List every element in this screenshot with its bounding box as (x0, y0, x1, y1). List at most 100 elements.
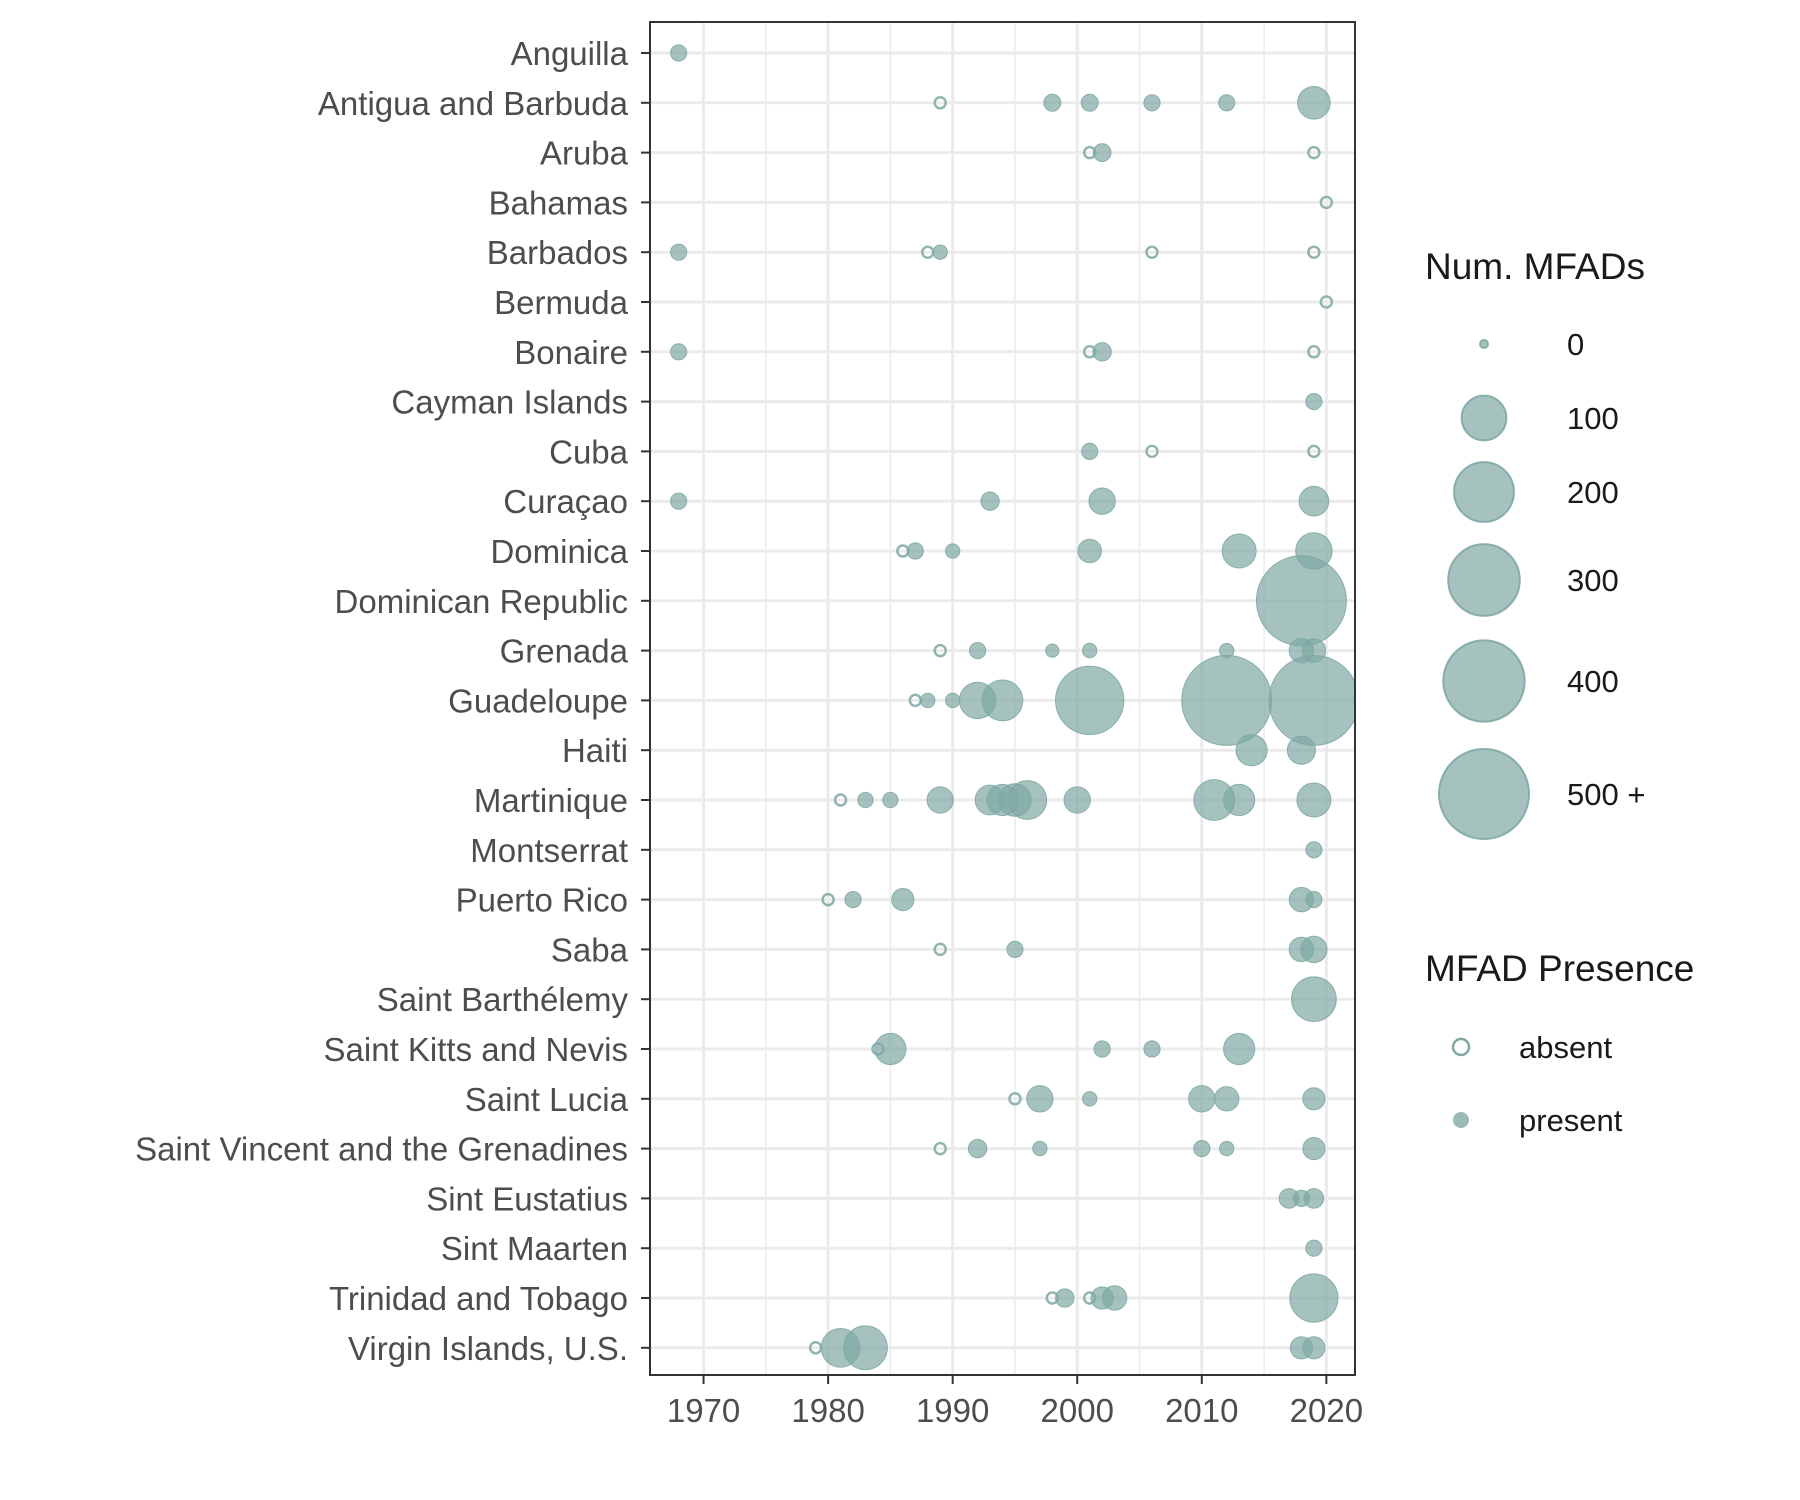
y-tick-label: Dominica (490, 533, 628, 570)
data-point-present (1286, 735, 1316, 765)
size-legend-key (1479, 339, 1489, 349)
data-point-present (1223, 1032, 1256, 1066)
data-point-present (1303, 1188, 1325, 1209)
data-point-present (981, 679, 1024, 722)
data-point-present (1297, 86, 1331, 120)
presence-legend: MFAD Presence absent present (1425, 948, 1694, 1138)
data-point-present (1305, 1239, 1323, 1257)
data-point-present (945, 692, 961, 709)
data-point-present (1188, 1085, 1216, 1113)
data-point-present (882, 791, 899, 809)
data-point-present (1143, 94, 1161, 112)
data-point-present (945, 543, 961, 559)
data-point-present (1305, 393, 1323, 411)
data-point-present (1143, 1040, 1161, 1058)
data-point-present (926, 786, 954, 814)
size-legend: Num. MFADs 0 100 200 300 400 500 + (1425, 246, 1645, 840)
y-tick-label: Puerto Rico (456, 882, 628, 919)
x-tick-label: 2020 (1290, 1392, 1363, 1429)
presence-legend-label: present (1519, 1103, 1623, 1138)
x-tick-label: 1980 (791, 1392, 864, 1429)
data-point-present (967, 1138, 988, 1159)
presence-legend-key-absent (1451, 1037, 1471, 1057)
data-point-present (1289, 1273, 1339, 1323)
data-point-present (1219, 1140, 1235, 1157)
y-tick-label: Dominican Republic (335, 583, 628, 620)
size-legend-label: 500 + (1567, 777, 1645, 812)
data-point-absent (821, 892, 835, 907)
y-tick-label: Trinidad and Tobago (329, 1280, 628, 1317)
y-tick-label: Saba (551, 931, 629, 968)
data-point-present (670, 492, 688, 510)
data-point-present (1055, 1288, 1075, 1308)
y-tick-label: Sint Eustatius (426, 1180, 628, 1217)
data-point-present (1043, 93, 1062, 112)
y-tick-label: Curaçao (503, 483, 628, 520)
data-point-absent (1307, 245, 1321, 259)
data-point-absent (933, 96, 947, 110)
y-tick-label: Bahamas (489, 184, 628, 221)
data-point-present (1077, 538, 1102, 564)
data-point-absent (1307, 345, 1321, 359)
data-point-present (891, 887, 915, 912)
data-point-present (844, 891, 862, 909)
data-point-present (1092, 143, 1112, 162)
data-point-present (1088, 487, 1116, 515)
size-legend-label: 0 (1567, 327, 1584, 362)
plot-border (649, 21, 1356, 1376)
x-tick-label: 2010 (1165, 1392, 1238, 1429)
y-tick-label: Haiti (562, 732, 628, 769)
data-point-present (1305, 891, 1323, 909)
data-point-present (670, 243, 688, 261)
size-legend-key (1453, 461, 1515, 523)
data-point-present (1082, 642, 1098, 659)
data-point-absent (1307, 145, 1321, 160)
y-tick-label: Grenada (500, 633, 629, 670)
data-point-absent (833, 793, 848, 807)
presence-legend-title: MFAD Presence (1425, 948, 1694, 989)
y-tick-label: Antigua and Barbuda (318, 85, 629, 122)
y-tick-label: Saint Barthélemy (377, 981, 629, 1018)
y-tick-label: Saint Kitts and Nevis (324, 1031, 628, 1068)
y-tick-label: Cuba (549, 433, 629, 470)
data-point-present (1223, 783, 1256, 817)
data-point-present (1093, 1040, 1111, 1058)
x-axis: 1970 1980 1990 2000 2010 2020 (667, 1375, 1363, 1429)
y-tick-label: Saint Vincent and the Grenadines (135, 1131, 628, 1168)
data-point-present (1298, 485, 1330, 517)
data-point-present (1268, 654, 1355, 746)
presence-legend-label: absent (1519, 1030, 1612, 1065)
data-point-present (1296, 782, 1332, 818)
y-tick-label: Aruba (540, 135, 629, 172)
data-point-present (1193, 1140, 1211, 1158)
data-point-present (932, 244, 948, 260)
size-legend-key (1442, 639, 1526, 723)
y-tick-label: Barbados (487, 234, 628, 271)
data-point-present (968, 642, 987, 660)
data-point-present (1302, 1336, 1326, 1360)
data-point-present (874, 1032, 907, 1066)
data-point-present (1101, 1285, 1128, 1311)
y-tick-label: Saint Lucia (465, 1081, 629, 1118)
size-legend-title: Num. MFADs (1425, 246, 1645, 287)
y-tick-label: Bermuda (494, 284, 629, 321)
data-point-present (1063, 786, 1091, 814)
data-point-absent (1145, 245, 1159, 259)
data-point-present (1007, 780, 1048, 820)
data-point-absent (1319, 195, 1334, 210)
data-point-present (1218, 94, 1236, 112)
data-point-present (1300, 935, 1328, 964)
data-point-present (1302, 1087, 1326, 1111)
y-axis: Anguilla Antigua and Barbuda Aruba Bahamas B… (135, 35, 650, 1367)
data-point-present (1214, 1086, 1240, 1112)
data-point-present (1080, 93, 1099, 112)
y-tick-label: Martinique (474, 782, 628, 819)
data-point-present (1255, 555, 1347, 647)
plot-panel (649, 21, 1356, 1376)
data-point-absent (1008, 1092, 1022, 1106)
data-point-present (1032, 1140, 1048, 1157)
data-points (670, 44, 1355, 1371)
x-tick-label: 2000 (1041, 1392, 1114, 1429)
y-tick-label: Anguilla (511, 35, 629, 72)
